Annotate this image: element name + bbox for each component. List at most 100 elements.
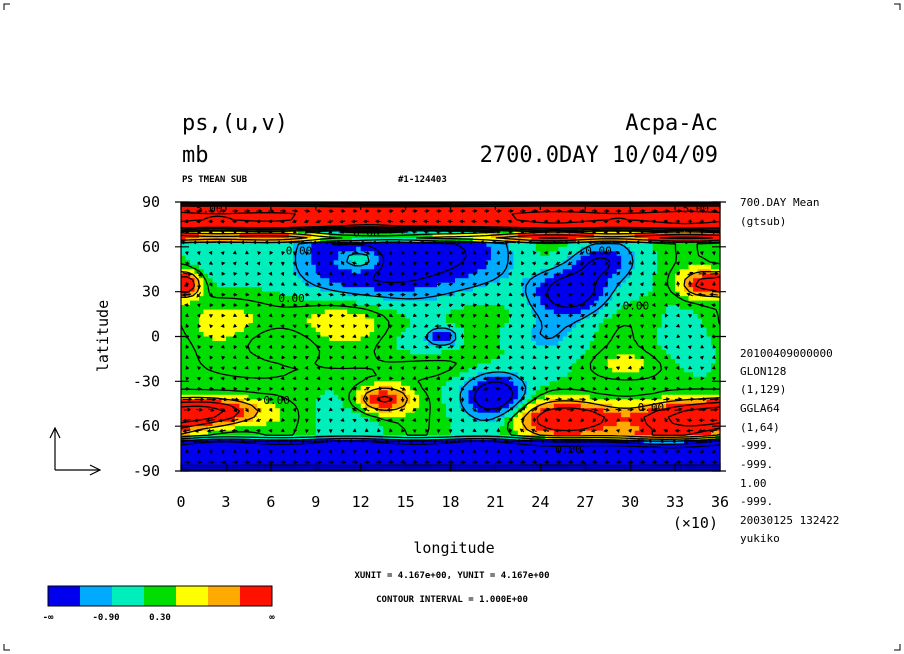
heatmap-cell	[630, 323, 636, 329]
heatmap-cell	[607, 367, 613, 373]
heatmap-cell	[266, 255, 272, 261]
heatmap-cell	[625, 260, 631, 266]
heatmap-cell	[194, 215, 200, 221]
heatmap-cell	[562, 296, 568, 302]
heatmap-cell	[257, 336, 263, 342]
heatmap-cell	[598, 287, 604, 293]
heatmap-cell	[679, 305, 685, 311]
heatmap-cell	[670, 273, 676, 279]
heatmap-cell	[387, 287, 393, 293]
heatmap-cell	[711, 314, 717, 320]
heatmap-cell	[639, 367, 645, 373]
heatmap-cell	[284, 385, 290, 391]
heatmap-cell	[432, 264, 438, 270]
heatmap-cell	[688, 233, 694, 239]
heatmap-cell	[567, 206, 573, 212]
heatmap-cell	[535, 246, 541, 252]
heatmap-cell	[378, 273, 384, 279]
heatmap-cell	[216, 385, 223, 391]
heatmap-cell	[212, 278, 218, 284]
heatmap-cell	[225, 246, 232, 252]
heatmap-cell	[284, 255, 290, 261]
heatmap-cell	[463, 314, 470, 320]
heatmap-cell	[270, 300, 276, 306]
heatmap-cell	[562, 224, 568, 230]
heatmap-cell	[288, 318, 294, 324]
heatmap-cell	[194, 246, 200, 252]
heatmap-cell	[553, 224, 559, 230]
heatmap-cell	[378, 367, 384, 373]
heatmap-cell	[562, 332, 568, 338]
heatmap-cell	[576, 345, 582, 351]
heatmap-cell	[670, 358, 676, 364]
heatmap-cell	[225, 354, 232, 360]
heatmap-cell	[293, 305, 299, 311]
heatmap-cell	[234, 340, 240, 347]
heatmap-cell	[675, 309, 681, 315]
heatmap-cell	[657, 300, 663, 306]
heatmap-cell	[670, 376, 676, 382]
heatmap-cell	[356, 278, 362, 284]
heatmap-cell	[198, 269, 205, 275]
heatmap-cell	[544, 242, 550, 248]
heatmap-cell	[383, 251, 389, 257]
heatmap-cell	[571, 287, 577, 293]
heatmap-cell	[423, 246, 429, 252]
heatmap-cell	[621, 336, 627, 342]
heatmap-cell	[531, 287, 537, 293]
heatmap-cell	[324, 345, 330, 351]
heatmap-cell	[571, 255, 577, 261]
heatmap-cell	[212, 332, 218, 338]
heatmap-cell	[504, 340, 510, 347]
heatmap-cell	[477, 264, 483, 270]
heatmap-cell	[297, 215, 303, 221]
heatmap-cell	[688, 255, 694, 261]
heatmap-cell	[535, 345, 541, 351]
heatmap-cell	[670, 219, 676, 226]
heatmap-cell	[347, 381, 353, 387]
heatmap-cell	[230, 264, 236, 270]
heatmap-cell	[661, 282, 667, 288]
heatmap-cell	[414, 354, 420, 360]
heatmap-cell	[630, 215, 636, 221]
heatmap-cell	[302, 215, 308, 221]
heatmap-cell	[553, 318, 559, 324]
heatmap-cell	[607, 354, 613, 360]
heatmap-cell	[414, 278, 420, 284]
heatmap-cell	[486, 300, 492, 306]
heatmap-cell	[243, 372, 249, 378]
heatmap-cell	[535, 215, 541, 221]
heatmap-cell	[302, 210, 308, 217]
heatmap-cell	[679, 233, 685, 239]
heatmap-cell	[441, 273, 447, 279]
heatmap-cell	[517, 291, 523, 297]
heatmap-cell	[607, 237, 613, 243]
heatmap-cell	[279, 237, 285, 243]
heatmap-cell	[513, 318, 519, 324]
heatmap-cell	[374, 260, 380, 266]
heatmap-cell	[576, 381, 582, 387]
heatmap-cell	[423, 309, 429, 315]
heatmap-cell	[598, 309, 604, 315]
heatmap-cell	[522, 354, 528, 360]
heatmap-cell	[643, 206, 649, 212]
heatmap-cell	[697, 251, 703, 257]
heatmap-cell	[342, 327, 348, 333]
heatmap-cell	[342, 219, 348, 226]
heatmap-cell	[333, 314, 339, 320]
heatmap-cell	[315, 210, 321, 217]
heatmap-cell	[661, 273, 667, 279]
heatmap-cell	[423, 327, 429, 333]
heatmap-cell	[517, 314, 523, 320]
heatmap-cell	[666, 340, 672, 347]
heatmap-cell	[580, 287, 586, 293]
heatmap-cell	[540, 215, 546, 221]
heatmap-cell	[702, 305, 708, 311]
heatmap-cell	[207, 336, 214, 342]
heatmap-cell	[248, 260, 254, 266]
heatmap-cell	[598, 332, 604, 338]
heatmap-cell	[684, 296, 690, 302]
heatmap-cell	[369, 309, 375, 315]
heatmap-cell	[284, 269, 290, 275]
heatmap-cell	[441, 323, 447, 329]
